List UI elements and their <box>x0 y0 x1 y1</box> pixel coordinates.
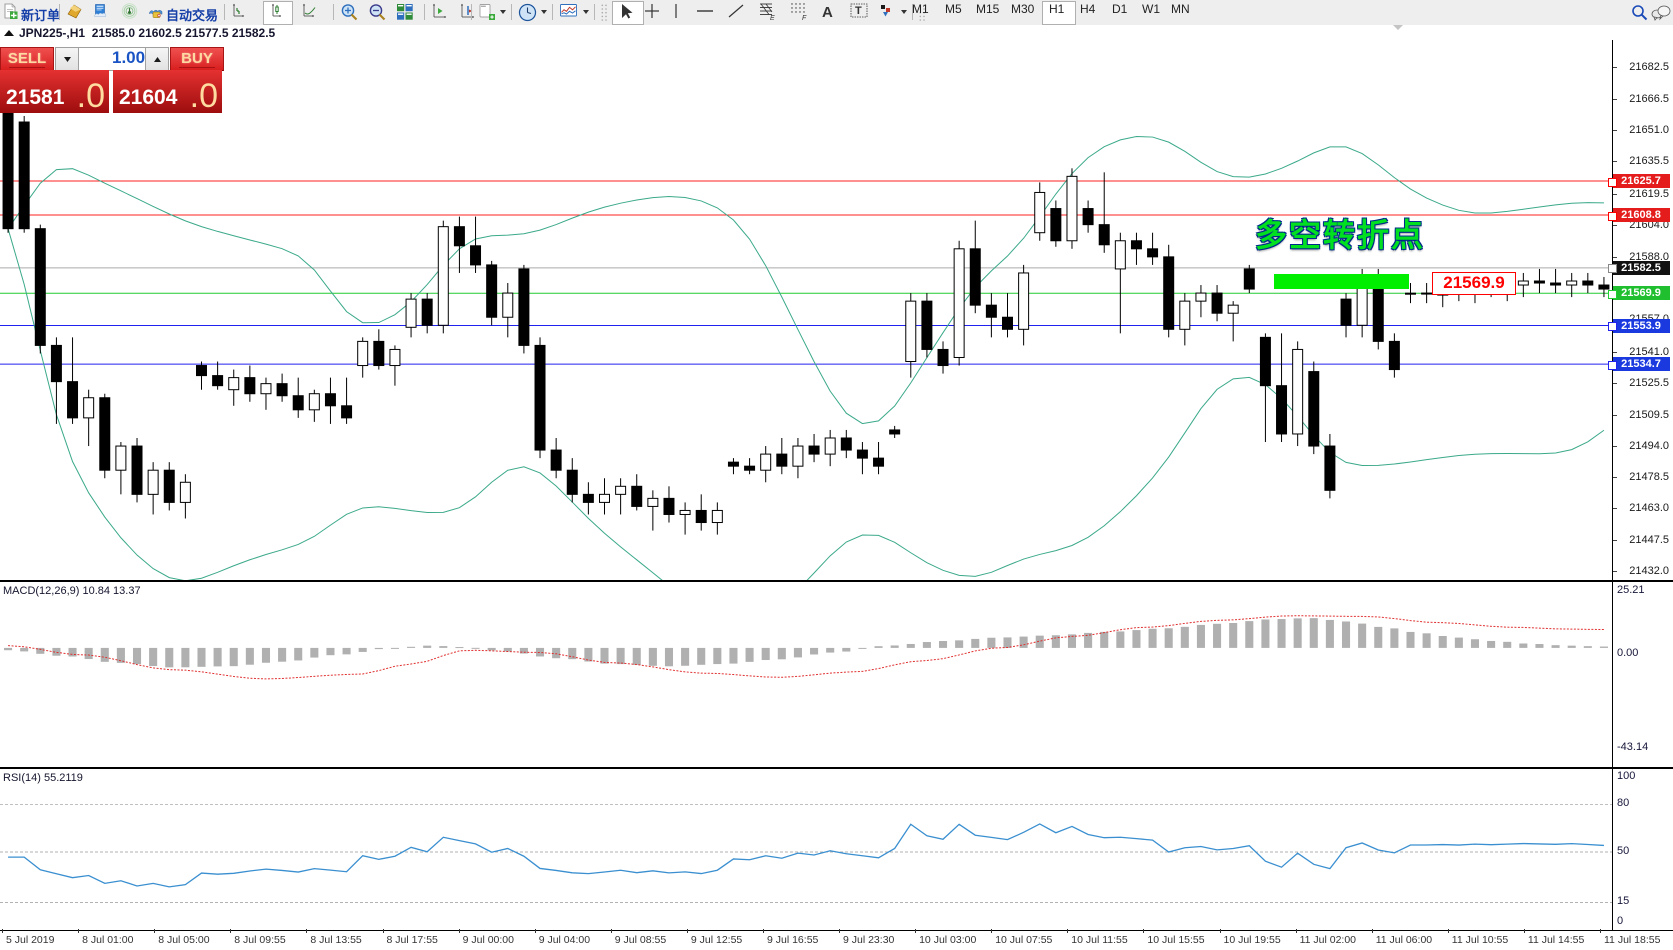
svg-text:E: E <box>770 15 775 21</box>
svg-text:F: F <box>802 15 807 21</box>
svg-text:T: T <box>855 5 862 17</box>
